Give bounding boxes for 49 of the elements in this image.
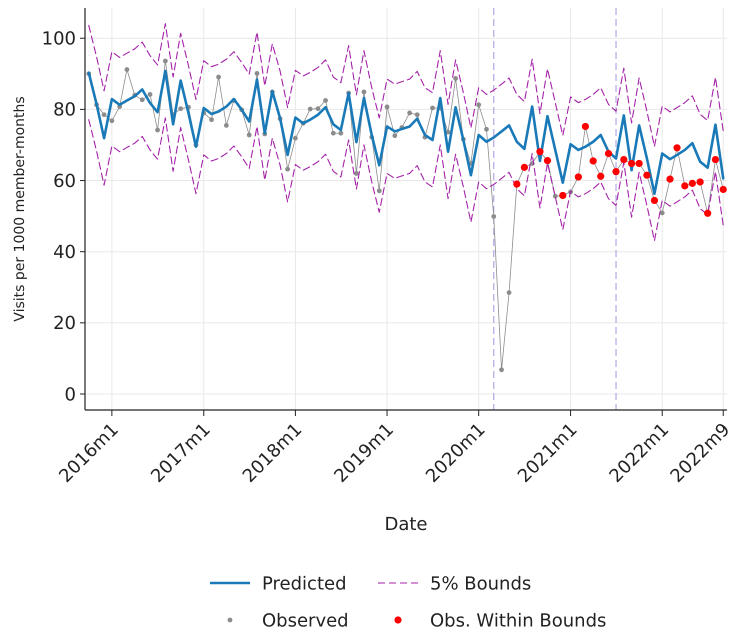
point [285,166,290,172]
point [209,117,214,122]
point [414,112,420,118]
point [316,106,320,112]
legend-label: Predicted [262,573,346,594]
point [178,106,184,112]
point [430,106,435,110]
point [102,112,106,118]
y-tick-label: 0 [64,384,76,406]
legend-label: 5% Bounds [430,573,532,594]
point [338,130,344,136]
point [124,67,130,72]
point [254,71,260,76]
point [109,118,114,124]
y-tick-label: 60 [53,170,76,192]
legend-label: Obs. Within Bounds [430,610,606,632]
point [155,128,160,132]
point [660,210,665,216]
point [384,104,390,110]
y-tick-label: 20 [53,313,76,334]
point [162,58,168,64]
point [330,130,336,136]
line-series [87,70,725,196]
y-tick-label: 40 [53,242,76,263]
point [362,90,366,94]
y-tick-label: 100 [42,28,76,50]
point [148,92,152,97]
point [246,132,252,138]
point [224,123,229,128]
point [216,74,221,80]
point [499,367,504,372]
point [484,126,489,132]
line-series [88,117,724,242]
y-axis-title: Visits per 1000 member-months [12,96,28,322]
point [392,133,398,138]
point [323,98,328,103]
point [140,97,145,102]
legend-label: Observed [262,610,349,632]
x-axis-title: Date [384,514,428,535]
point [407,110,412,116]
point [476,102,482,108]
point [376,188,382,194]
line-series [88,23,724,147]
y-tick-label: 80 [53,100,76,121]
point [293,136,298,141]
point [308,106,313,112]
point [491,214,496,219]
point [453,76,458,81]
point [506,290,512,295]
